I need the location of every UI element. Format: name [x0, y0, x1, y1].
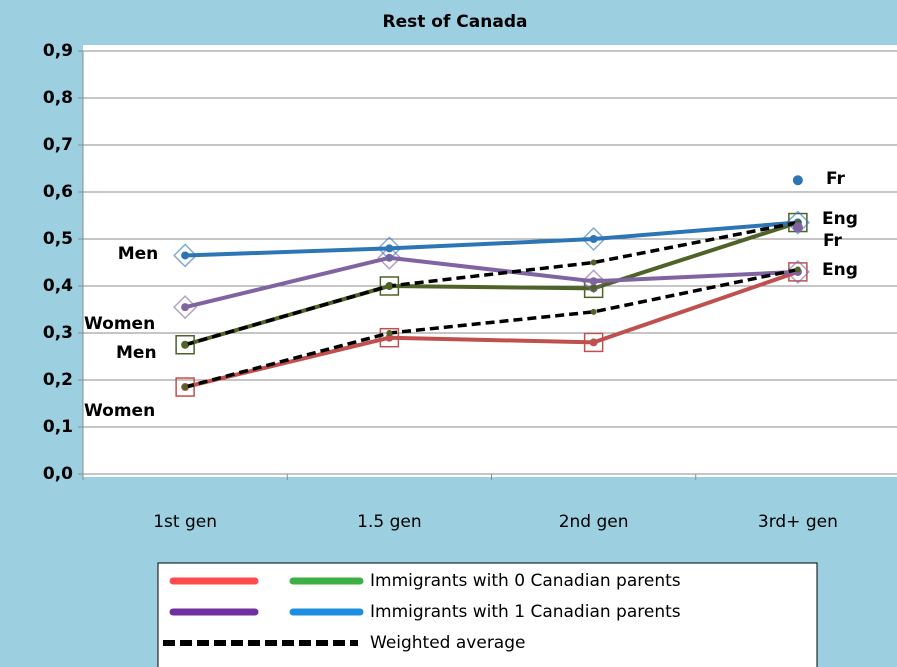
- marker-center: [385, 253, 394, 262]
- marker: [581, 269, 606, 294]
- marker-center: [589, 277, 598, 286]
- y-tick-label: 0,2: [43, 370, 73, 390]
- series-line: [184, 267, 799, 389]
- annotation: Women: [84, 401, 155, 421]
- legend-label: Immigrants with 1 Canadian parents: [370, 602, 681, 622]
- marker: [794, 266, 801, 273]
- chart-title: Rest of Canada: [383, 12, 528, 32]
- marker: [175, 377, 195, 397]
- marker-center: [589, 284, 598, 293]
- plot-area: [83, 45, 897, 477]
- y-tick-label: 0,5: [43, 229, 73, 249]
- marker: [590, 308, 597, 315]
- marker-center: [589, 338, 598, 347]
- annotation: Women: [84, 314, 155, 334]
- marker: [377, 245, 402, 270]
- x-tick-label: 1st gen: [153, 512, 217, 532]
- marker: [581, 226, 606, 252]
- marker: [182, 384, 189, 391]
- legend-label: Immigrants with 0 Canadian parents: [370, 571, 681, 591]
- series-line: [184, 270, 799, 389]
- series-line: [184, 255, 798, 310]
- x-tick-label: 2nd gen: [559, 512, 629, 532]
- y-tick-label: 0,8: [43, 88, 73, 108]
- marker-center: [385, 244, 394, 253]
- marker: [182, 341, 189, 348]
- marker-center: [181, 251, 190, 260]
- marker-center: [181, 303, 190, 312]
- annotation: Fr: [826, 169, 846, 189]
- y-tick-label: 0,6: [43, 182, 73, 202]
- marker: [379, 276, 400, 296]
- series-line: [185, 220, 799, 258]
- annotation: Fr: [823, 231, 843, 251]
- marker: [785, 259, 810, 284]
- series-line: [184, 220, 799, 347]
- marker: [792, 222, 803, 233]
- marker-center: [385, 333, 394, 342]
- y-tick-label: 0,7: [43, 135, 73, 155]
- annotation: Men: [118, 244, 159, 264]
- marker: [175, 335, 195, 355]
- marker: [386, 330, 393, 336]
- legend: [157, 562, 818, 667]
- marker: [785, 210, 810, 235]
- marker: [379, 327, 400, 348]
- y-tick-label: 0,1: [43, 417, 73, 437]
- marker: [583, 332, 604, 353]
- marker: [173, 295, 198, 320]
- y-tick-label: 0,9: [43, 41, 73, 61]
- marker: [792, 175, 803, 186]
- x-tick-label: 3rd+ gen: [758, 512, 838, 532]
- marker: [386, 283, 393, 289]
- annotation: Men: [116, 343, 157, 363]
- y-tick-label: 0,4: [43, 276, 73, 296]
- marker: [377, 236, 402, 261]
- y-tick-label: 0,3: [43, 323, 73, 343]
- annotation: Eng: [822, 260, 858, 280]
- y-tick-label: 0,0: [43, 464, 73, 484]
- x-tick-label: 1.5 gen: [357, 512, 421, 532]
- marker: [590, 259, 597, 266]
- legend-label: Weighted average: [370, 633, 525, 653]
- annotation: Eng: [822, 209, 858, 229]
- marker: [173, 243, 198, 268]
- marker-center: [589, 235, 598, 243]
